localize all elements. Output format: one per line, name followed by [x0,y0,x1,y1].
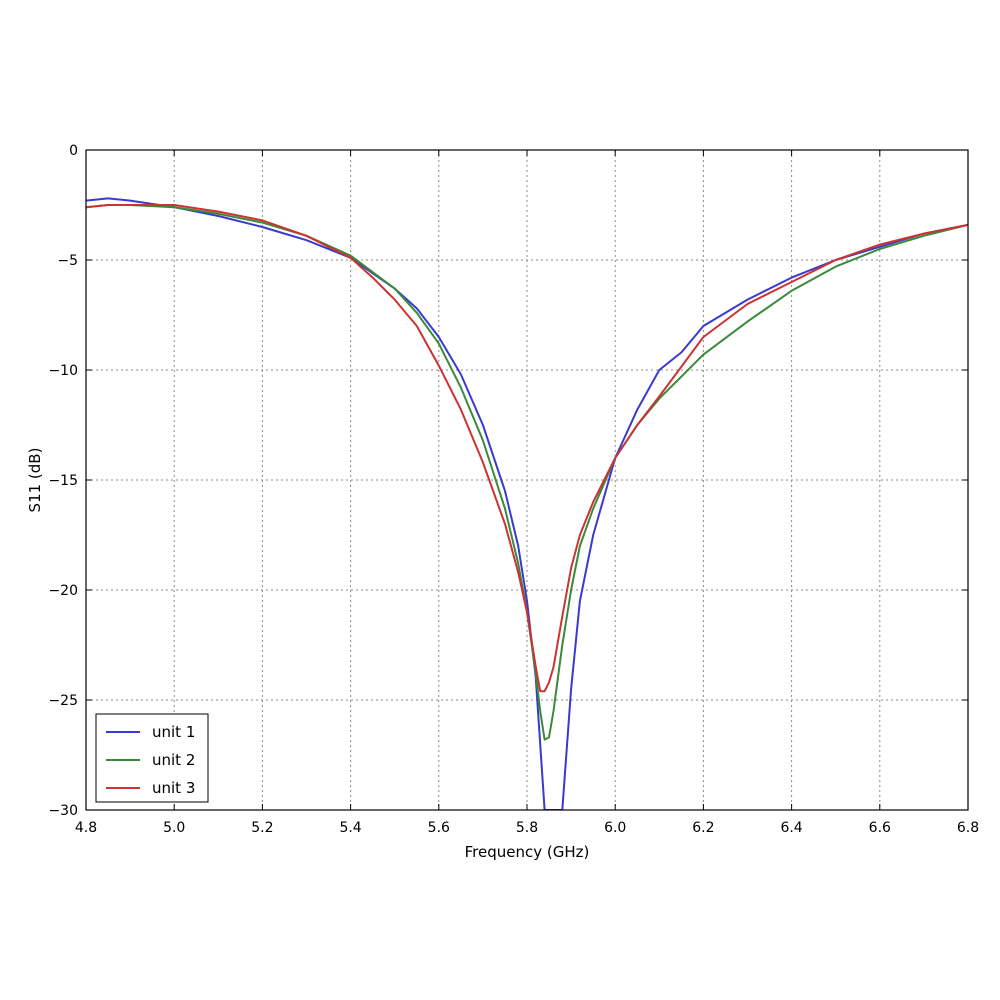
legend-label-1: unit 1 [152,723,195,741]
series-lines [86,197,968,810]
x-tick-label: 6.2 [692,820,714,836]
y-tick-label: −30 [48,803,78,819]
x-axis-label: Frequency (GHz) [465,843,590,861]
x-tick-label: 6.6 [869,820,891,836]
x-tick-label: 4.8 [75,820,97,836]
y-tick-label: 0 [69,143,78,159]
y-tick-label: −15 [48,473,78,489]
legend-label-3: unit 3 [152,779,195,797]
y-axis-ticks: 0 −5 −10 −15 −20 −25 −30 [48,143,968,819]
x-tick-label: 5.2 [251,820,273,836]
series-line-3 [86,204,968,693]
y-tick-label: −5 [57,253,78,269]
x-tick-label: 5.8 [516,820,538,836]
x-tick-label: 5.4 [339,820,361,836]
grid-lines [86,150,968,810]
x-tick-label: 6.8 [957,820,979,836]
x-axis-ticks: 4.8 5.0 5.2 5.4 5.6 5.8 6.0 6.2 6.4 6.6 6.8 [75,150,979,836]
y-tick-label: −20 [48,583,78,599]
y-tick-label: −25 [48,693,78,709]
y-tick-label: −10 [48,363,78,379]
series-line-1 [86,197,968,810]
x-tick-label: 6.0 [604,820,626,836]
x-tick-label: 5.6 [428,820,450,836]
legend: unit 1 unit 2 unit 3 [95,713,209,803]
y-axis-label: S11 (dB) [26,448,44,513]
x-tick-label: 5.0 [163,820,185,836]
x-tick-label: 6.4 [780,820,802,836]
legend-label-2: unit 2 [152,751,195,769]
